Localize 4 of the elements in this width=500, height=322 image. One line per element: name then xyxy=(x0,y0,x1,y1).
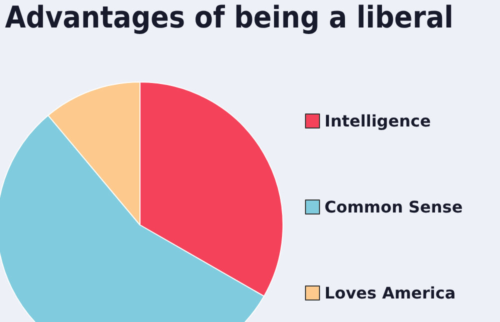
legend-label: Intelligence xyxy=(324,112,431,130)
legend-label: Loves America xyxy=(324,284,456,302)
legend-label: Common Sense xyxy=(324,198,463,216)
chart-title: Advantages of being a liberal xyxy=(5,0,454,36)
